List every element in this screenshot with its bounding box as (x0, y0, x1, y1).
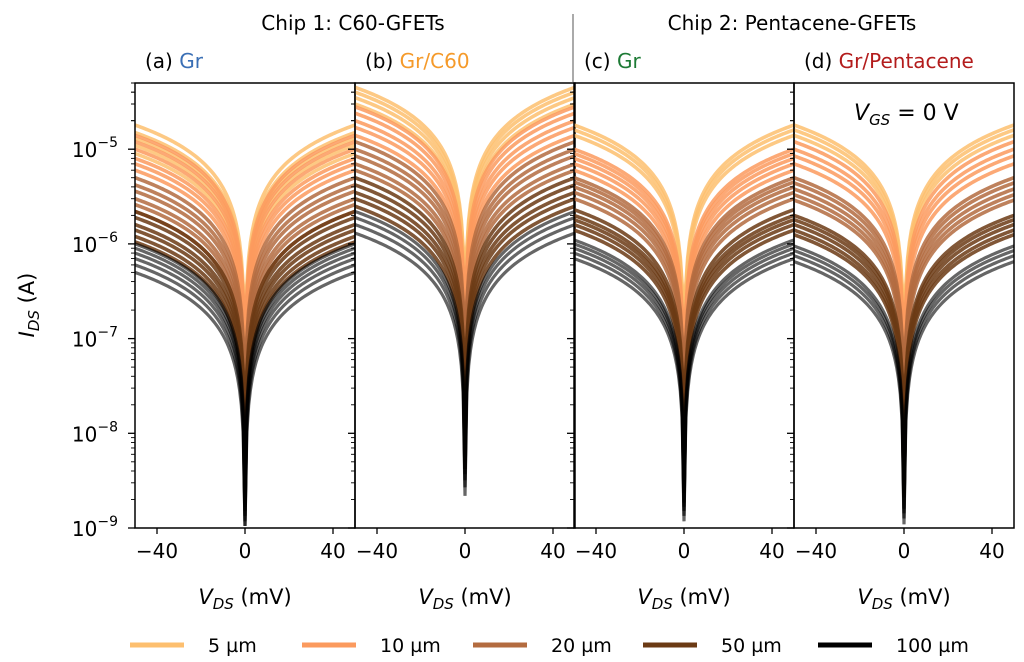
y-axis-label: IDS (A) (15, 273, 43, 338)
x-tick-label: 0 (678, 539, 691, 563)
panel-letter: (c) (584, 49, 617, 73)
x-tick-label: 40 (979, 539, 1004, 563)
legend-item: 50 µm (643, 635, 782, 657)
x-tick-label: −40 (136, 539, 178, 563)
y-tick-label: 10−6 (72, 230, 118, 257)
legend-label: 10 µm (380, 635, 441, 657)
series-line-100m (574, 257, 794, 522)
panel-b: −40 0 40 (b) Gr/C60 VDS (mV) (348, 49, 576, 613)
legend-label: 100 µm (896, 635, 969, 657)
chip-2-title: Chip 2: Pentacene-GFETs (668, 11, 917, 35)
y-tick-label: 10−9 (72, 514, 118, 541)
x-tick-label: 40 (759, 539, 784, 563)
legend-item: 100 µm (818, 635, 969, 657)
x-tick-label: −40 (575, 539, 617, 563)
legend-item: 20 µm (473, 635, 612, 657)
vgs-annotation: VGS = 0 V (854, 101, 959, 129)
series-line-100m (355, 231, 575, 496)
curves (355, 85, 575, 496)
legend-label: 5 µm (208, 635, 257, 657)
x-tick-label: 40 (320, 539, 345, 563)
x-tick-label: 40 (540, 539, 565, 563)
panel-a: −40 0 40 (a) Gr VDS (mV) (128, 49, 356, 613)
x-tick-label: 0 (239, 539, 252, 563)
panel-letter: (a) (145, 49, 179, 73)
x-axis-label: VDS (mV) (198, 585, 291, 613)
panel-label: (d) Gr/Pentacene (804, 49, 974, 73)
panel-label: (c) Gr (584, 49, 641, 73)
curves (135, 123, 355, 527)
panel-name: Gr (617, 49, 641, 73)
x-axis-label: VDS (mV) (637, 585, 730, 613)
y-tick-label: 10−7 (72, 325, 118, 352)
legend-label: 50 µm (721, 635, 782, 657)
panel-label: (a) Gr (145, 49, 204, 73)
panel-name: Gr/Pentacene (839, 49, 974, 73)
panel-name: Gr (179, 49, 203, 73)
legend-label: 20 µm (551, 635, 612, 657)
legend: 5 µm 10 µm 20 µm 50 µm 100 µm (130, 635, 969, 657)
legend-item: 5 µm (130, 635, 257, 657)
axis-labels: 10−9 10−8 10−7 10−6 10−5 IDS (A) (15, 135, 118, 541)
curves (574, 123, 794, 522)
series-line-100m (135, 270, 355, 527)
panel-letter: (d) (804, 49, 839, 73)
curves (794, 123, 1014, 525)
y-tick-label: 10−8 (72, 419, 118, 446)
x-axis-label: VDS (mV) (857, 585, 950, 613)
x-tick-label: −40 (356, 539, 398, 563)
panel-letter: (b) (365, 49, 400, 73)
legend-item: 10 µm (302, 635, 441, 657)
panels: −40 0 40 (a) Gr VDS (mV) −40 0 40 (b) Gr/C60 VDS … (128, 49, 1015, 613)
series-line-100m (794, 260, 1014, 525)
chip-1-title: Chip 1: C60-GFETs (261, 11, 444, 35)
x-axis-label: VDS (mV) (418, 585, 511, 613)
panel-label: (b) Gr/C60 (365, 49, 470, 73)
panel-d: −40 0 40 (d) Gr/Pentacene VDS (mV) VGS = 0 V (787, 49, 1015, 613)
x-tick-label: 0 (459, 539, 472, 563)
x-tick-label: −40 (795, 539, 837, 563)
y-tick-label: 10−5 (72, 135, 118, 162)
panel-name: Gr/C60 (400, 49, 470, 73)
x-tick-label: 0 (898, 539, 911, 563)
panel-c: −40 0 40 (c) Gr VDS (mV) (567, 49, 795, 613)
